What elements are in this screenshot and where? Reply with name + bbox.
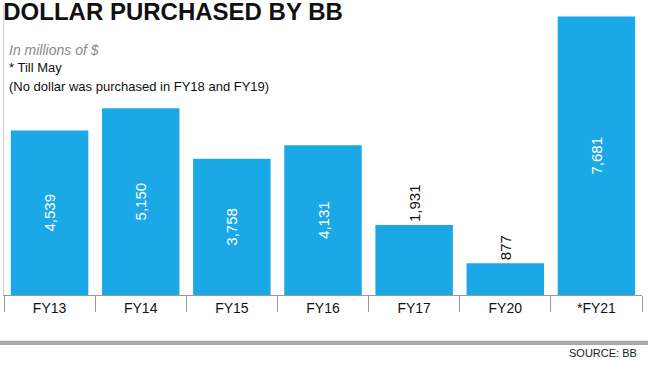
svg-text:FY13: FY13 <box>33 300 67 316</box>
svg-text:DOLLAR PURCHASED BY BB: DOLLAR PURCHASED BY BB <box>3 0 343 25</box>
svg-text:7,681: 7,681 <box>588 137 605 175</box>
svg-text:* Till May: * Till May <box>9 60 62 75</box>
svg-text:FY15: FY15 <box>215 300 249 316</box>
svg-text:In millions of $: In millions of $ <box>9 42 99 58</box>
svg-text:FY20: FY20 <box>489 300 523 316</box>
svg-text:FY14: FY14 <box>124 300 158 316</box>
svg-text:SOURCE: BB: SOURCE: BB <box>569 347 637 359</box>
svg-text:877: 877 <box>497 235 514 260</box>
svg-text:3,758: 3,758 <box>223 208 240 246</box>
svg-text:*FY21: *FY21 <box>577 300 616 316</box>
svg-text:4,131: 4,131 <box>315 201 332 239</box>
svg-text:(No dollar was purchased in FY: (No dollar was purchased in FY18 and FY1… <box>9 79 269 94</box>
svg-text:5,150: 5,150 <box>132 183 149 221</box>
svg-text:FY17: FY17 <box>397 300 431 316</box>
svg-text:4,539: 4,539 <box>41 194 58 232</box>
svg-text:1,931: 1,931 <box>406 184 423 222</box>
svg-text:FY16: FY16 <box>306 300 340 316</box>
